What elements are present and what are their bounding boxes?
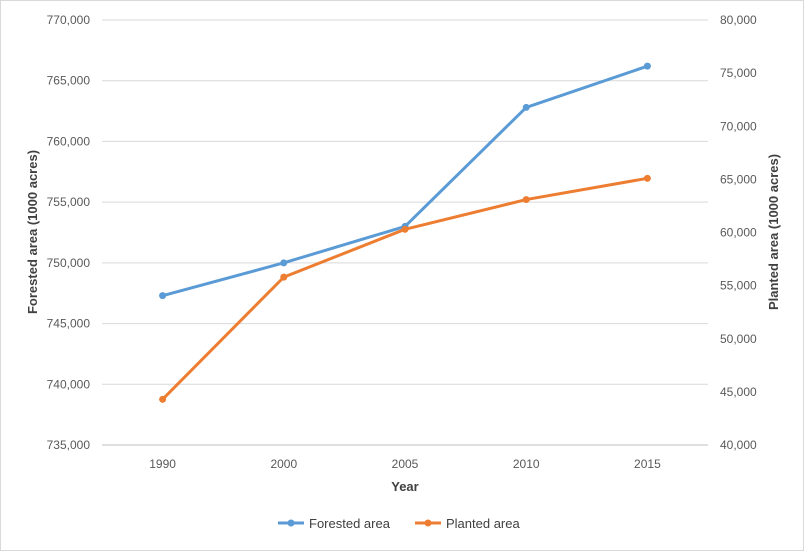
right-tick-label: 55,000 xyxy=(720,279,757,293)
left-tick-label: 755,000 xyxy=(47,195,91,209)
left-tick-label: 740,000 xyxy=(47,377,91,391)
legend-marker-icon xyxy=(287,519,295,527)
data-point xyxy=(159,292,167,300)
left-tick-label: 735,000 xyxy=(47,438,91,452)
x-tick-label: 2005 xyxy=(392,457,419,471)
x-tick-label: 2000 xyxy=(270,457,297,471)
data-point xyxy=(280,273,288,281)
x-axis-ticks: 1990 2000 2005 2010 2015 xyxy=(149,457,661,471)
legend-item: Forested area xyxy=(278,516,391,531)
right-tick-label: 70,000 xyxy=(720,119,757,133)
data-point xyxy=(401,225,409,233)
legend: Forested area Planted area xyxy=(278,516,520,531)
right-tick-label: 65,000 xyxy=(720,172,757,186)
gridlines xyxy=(102,19,708,385)
left-tick-label: 750,000 xyxy=(47,256,91,270)
left-tick-label: 765,000 xyxy=(47,74,91,88)
x-tick-label: 2015 xyxy=(634,457,661,471)
data-point xyxy=(159,395,167,403)
data-point xyxy=(643,62,651,70)
legend-marker-icon xyxy=(424,519,432,527)
right-tick-label: 75,000 xyxy=(720,66,757,80)
legend-item: Planted area xyxy=(415,516,520,531)
left-tick-label: 770,000 xyxy=(47,13,91,27)
series-line xyxy=(161,64,649,298)
right-tick-label: 50,000 xyxy=(720,332,757,346)
data-point xyxy=(643,174,651,182)
left-tick-label: 745,000 xyxy=(47,317,91,331)
right-tick-label: 60,000 xyxy=(720,226,757,240)
right-tick-label: 80,000 xyxy=(720,13,757,27)
series-planted-area xyxy=(159,174,651,403)
x-tick-label: 1990 xyxy=(149,457,176,471)
right-axis-ticks: 40,000 45,000 50,000 55,000 60,000 65,000 70,0… xyxy=(720,13,757,452)
data-point xyxy=(280,259,288,267)
series-line xyxy=(161,176,649,401)
right-axis-title: Planted area (1000 acres) xyxy=(766,154,781,310)
left-tick-label: 760,000 xyxy=(47,134,91,148)
legend-label: Planted area xyxy=(446,516,520,531)
right-tick-label: 40,000 xyxy=(720,438,757,452)
series-layer xyxy=(159,62,651,403)
x-axis-title: Year xyxy=(391,479,418,494)
left-axis-title: Forested area (1000 acres) xyxy=(25,150,40,314)
legend-label: Forested area xyxy=(309,516,391,531)
series-forested-area xyxy=(159,62,651,300)
right-tick-label: 45,000 xyxy=(720,385,757,399)
data-point xyxy=(522,103,530,111)
data-point xyxy=(522,196,530,204)
x-tick-label: 2010 xyxy=(513,457,540,471)
left-axis-ticks: 735,000 740,000 745,000 750,000 755,000 760,0… xyxy=(47,13,91,452)
